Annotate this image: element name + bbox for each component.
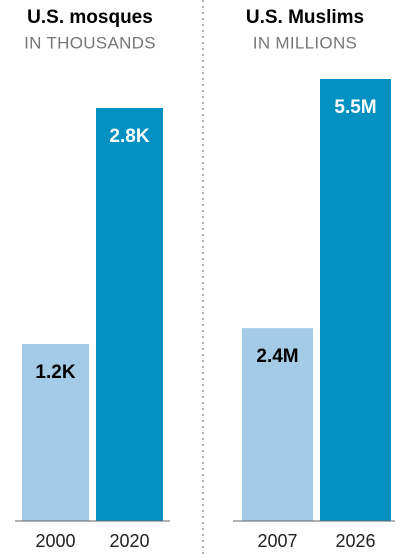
bar [320,79,391,521]
value-label: 1.2K [35,362,75,383]
value-label: 2.8K [109,126,149,147]
bar [242,328,313,521]
chart-subtitle: IN MILLIONS [253,33,357,52]
x-tick-label: 2026 [335,531,375,551]
x-tick-label: 2020 [109,531,149,551]
bar [22,344,89,521]
x-tick-label: 2007 [257,531,297,551]
bar [96,108,163,521]
chart-subtitle: IN THOUSANDS [24,33,156,52]
value-label: 5.5M [334,97,376,118]
value-label: 2.4M [256,346,298,367]
chart-title: U.S. mosques [27,7,153,28]
chart-title: U.S. Muslims [246,7,364,28]
x-tick-label: 2000 [35,531,75,551]
